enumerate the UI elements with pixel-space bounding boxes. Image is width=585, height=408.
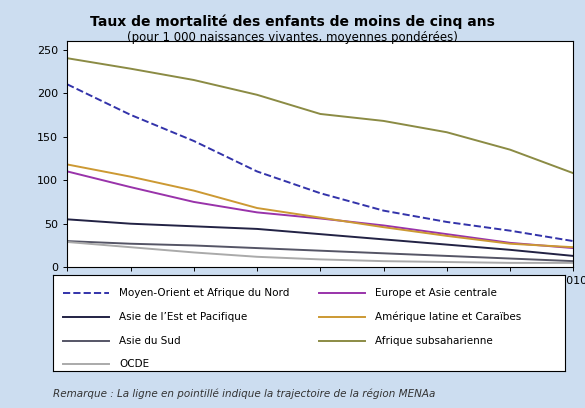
Text: Afrique subsaharienne: Afrique subsaharienne [375,336,493,346]
Text: Moyen-Orient et Afrique du Nord: Moyen-Orient et Afrique du Nord [119,288,290,298]
Text: Taux de mortalité des enfants de moins de cinq ans: Taux de mortalité des enfants de moins d… [90,14,495,29]
Text: OCDE: OCDE [119,359,149,368]
Text: Europe et Asie centrale: Europe et Asie centrale [375,288,497,298]
Text: (pour 1 000 naissances vivantes, moyennes pondérées): (pour 1 000 naissances vivantes, moyenne… [127,31,458,44]
Text: Amérique latine et Caraïbes: Amérique latine et Caraïbes [375,311,521,322]
Text: Asie de l’Est et Pacifique: Asie de l’Est et Pacifique [119,312,247,322]
Text: Remarque : La ligne en pointillé indique la trajectoire de la région MENAa: Remarque : La ligne en pointillé indique… [53,388,435,399]
Text: Asie du Sud: Asie du Sud [119,336,181,346]
